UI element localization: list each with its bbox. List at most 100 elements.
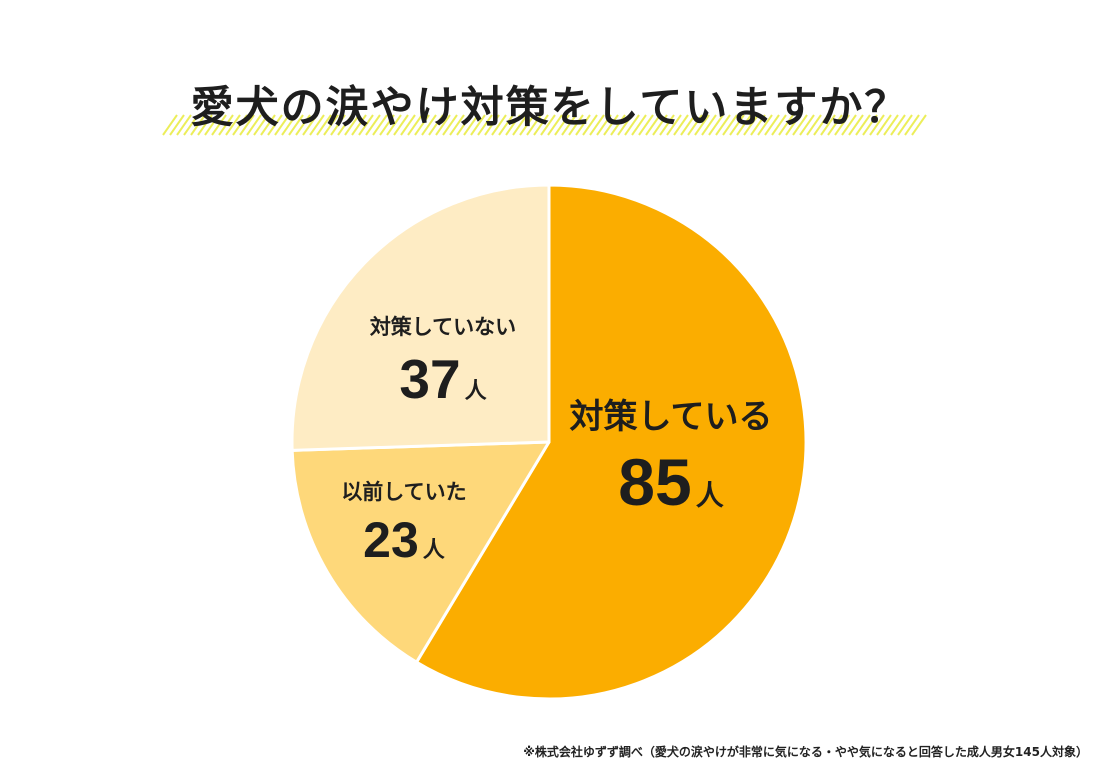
title-hatch-line xyxy=(680,114,696,136)
title-hatch-line xyxy=(596,114,612,136)
title-hatch-line xyxy=(617,114,633,136)
title-hatch-line xyxy=(442,114,458,136)
title-hatch-line xyxy=(834,114,850,136)
title-hatch-line xyxy=(729,114,745,136)
source-footnote: ※株式会社ゆずず調べ（愛犬の涙やけが非常に気になる・やや気になると回答した成人男… xyxy=(523,745,1088,759)
title-hatch-line xyxy=(631,114,647,136)
title-hatch-line xyxy=(449,114,465,136)
title-hatch-line xyxy=(274,114,290,136)
title-hatch-line xyxy=(624,114,640,136)
title-hatch-line xyxy=(260,114,276,136)
title-hatch-line xyxy=(246,114,262,136)
title-hatch-line xyxy=(281,114,297,136)
title-hatch-line xyxy=(400,114,416,136)
slice-value-3: 37 人 xyxy=(399,348,486,410)
title-hatch-line xyxy=(302,114,318,136)
title-hatch-line xyxy=(883,114,899,136)
title-hatch-line xyxy=(421,114,437,136)
pie-slice-1 xyxy=(415,183,808,701)
title-hatch-line xyxy=(764,114,780,136)
title-hatch-line xyxy=(204,114,220,136)
title-hatch-line xyxy=(526,114,542,136)
title-hatch-line xyxy=(414,114,430,136)
title-hatch-line xyxy=(470,114,486,136)
title-hatch-line xyxy=(197,114,213,136)
title-hatch-line xyxy=(477,114,493,136)
title-hatch-line xyxy=(365,114,381,136)
title-hatch-line xyxy=(533,114,549,136)
title-hatch-line xyxy=(771,114,787,136)
title-hatch-line xyxy=(652,114,668,136)
title-hatch-line xyxy=(659,114,675,136)
title-hatch-line xyxy=(484,114,500,136)
title-hatch-line xyxy=(575,114,591,136)
chart-title: 愛犬の涙やけ対策をしていますか？ xyxy=(190,83,910,133)
title-hatch-line xyxy=(666,114,682,136)
title-hatch-line xyxy=(372,114,388,136)
title-hatch-line xyxy=(393,114,409,136)
title-hatch-line xyxy=(799,114,815,136)
title-hatch-line xyxy=(162,114,178,136)
title-hatch-line xyxy=(176,114,192,136)
title-hatch-line xyxy=(701,114,717,136)
title-hatch-line xyxy=(288,114,304,136)
title-hatch-line xyxy=(505,114,521,136)
title-hatch-line xyxy=(323,114,339,136)
title-hatch-line xyxy=(645,114,661,136)
title-hatch-line xyxy=(603,114,619,136)
title-hatch-line xyxy=(687,114,703,136)
chart-title-area: 愛犬の涙やけ対策をしていますか？ xyxy=(0,60,1100,160)
title-hatch-line xyxy=(708,114,724,136)
title-hatch-line xyxy=(715,114,731,136)
title-hatch-line xyxy=(582,114,598,136)
title-hatch-line xyxy=(498,114,514,136)
title-hatch-line xyxy=(673,114,689,136)
title-hatch-line xyxy=(344,114,360,136)
title-hatch-line xyxy=(547,114,563,136)
title-hatch-line xyxy=(743,114,759,136)
title-hatch-line xyxy=(890,114,906,136)
title-hatch-line xyxy=(435,114,451,136)
title-hatch-line xyxy=(736,114,752,136)
title-hatch-line xyxy=(792,114,808,136)
title-hatch-line xyxy=(407,114,423,136)
title-hatch-line xyxy=(330,114,346,136)
title-hatch-line xyxy=(183,114,199,136)
title-hatch-line xyxy=(456,114,472,136)
title-hatch-line xyxy=(463,114,479,136)
title-hatch-line xyxy=(904,114,920,136)
title-hatch-line xyxy=(309,114,325,136)
title-hatch-line xyxy=(232,114,248,136)
title-hatch-line xyxy=(568,114,584,136)
title-hatch-line xyxy=(351,114,367,136)
title-hatch-line xyxy=(841,114,857,136)
title-hatch-line xyxy=(358,114,374,136)
title-hatch-line xyxy=(386,114,402,136)
title-hatch-line xyxy=(806,114,822,136)
title-hatch-line xyxy=(169,114,185,136)
title-hatch-line xyxy=(827,114,843,136)
title-hatch-line xyxy=(554,114,570,136)
title-hatch-line xyxy=(225,114,241,136)
title-hatch-line xyxy=(561,114,577,136)
title-hatch-line xyxy=(694,114,710,136)
title-hatch-line xyxy=(337,114,353,136)
title-hatch-line xyxy=(911,114,927,136)
slice-label-1: 対策している xyxy=(570,397,773,437)
title-hatch-line xyxy=(862,114,878,136)
title-hatch-line xyxy=(267,114,283,136)
pie-slice-2 xyxy=(290,440,551,664)
title-hatch-line xyxy=(253,114,269,136)
title-hatch-line xyxy=(785,114,801,136)
title-hatch-line xyxy=(428,114,444,136)
title-hatch-line xyxy=(897,114,913,136)
title-hatch-line xyxy=(876,114,892,136)
title-hatch-line xyxy=(813,114,829,136)
title-hatch-line xyxy=(491,114,507,136)
title-hatch-line xyxy=(190,114,206,136)
title-hatch-line xyxy=(379,114,395,136)
title-hatch-line xyxy=(519,114,535,136)
title-hatch-line xyxy=(512,114,528,136)
title-hatch-line xyxy=(540,114,556,136)
title-hatch-line xyxy=(211,114,227,136)
